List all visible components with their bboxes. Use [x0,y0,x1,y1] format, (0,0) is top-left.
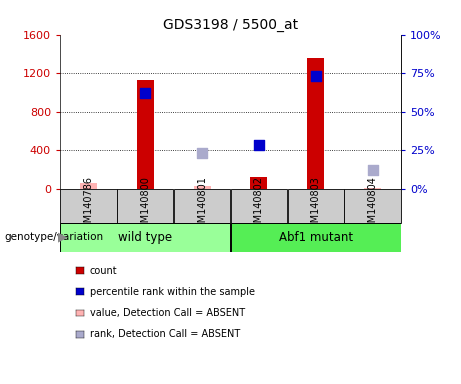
Bar [194,186,211,189]
Text: wild type: wild type [118,231,172,243]
Bar [288,189,344,223]
Point [255,142,263,148]
Bar [250,177,267,189]
Text: genotype/variation: genotype/variation [5,232,104,242]
Point [312,73,319,79]
Bar [230,189,287,223]
Text: Abf1 mutant: Abf1 mutant [279,231,353,243]
Bar [60,189,117,223]
Bar [117,189,173,223]
Text: ▶: ▶ [58,231,67,243]
Text: GSM140803: GSM140803 [311,176,321,235]
Bar [60,223,230,252]
Bar [194,186,211,189]
Point [369,167,376,173]
Text: value, Detection Call = ABSENT: value, Detection Call = ABSENT [90,308,245,318]
Text: GSM140801: GSM140801 [197,176,207,235]
Text: rank, Detection Call = ABSENT: rank, Detection Call = ABSENT [90,329,240,339]
Bar [174,189,230,223]
Bar [80,183,97,189]
Bar [344,189,401,223]
Title: GDS3198 / 5500_at: GDS3198 / 5500_at [163,18,298,32]
Bar [230,223,401,252]
Text: GSM140786: GSM140786 [83,176,94,235]
Point [142,90,149,96]
Text: count: count [90,266,118,276]
Text: GSM140800: GSM140800 [140,176,150,235]
Bar [136,80,154,189]
Point [198,150,206,156]
Bar [80,183,97,189]
Text: GSM140802: GSM140802 [254,176,264,235]
Bar [364,188,381,189]
Text: GSM140804: GSM140804 [367,176,378,235]
Bar [364,188,381,189]
Bar [307,58,324,189]
Text: percentile rank within the sample: percentile rank within the sample [90,287,255,297]
